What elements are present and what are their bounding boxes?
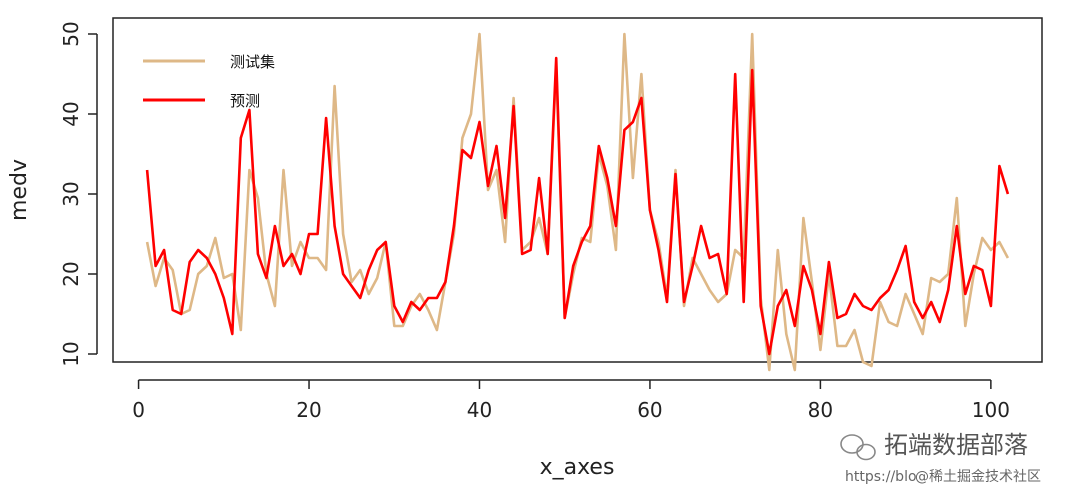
x-tick-label: 20 (296, 398, 321, 422)
legend-label-prediction: 预测 (230, 92, 260, 110)
series-line-prediction (145, 56, 1010, 356)
x-axis-label: x_axes (540, 455, 615, 480)
axes: 0 20 40 60 80 100 10 20 30 40 50 (59, 21, 1010, 422)
y-tick-label: 20 (59, 261, 83, 286)
watermark: 拓端数据部落 https://blo @稀土掘金技术社区 (840, 431, 1041, 485)
wechat-icon (840, 434, 876, 461)
watermark-brand: 拓端数据部落 (884, 431, 1028, 459)
legend-label-test-set: 测试集 (230, 53, 275, 71)
y-tick-label: 50 (59, 21, 83, 46)
series-layer (145, 32, 1010, 372)
watermark-url: https://blo (845, 469, 917, 485)
x-tick-label: 80 (808, 398, 833, 422)
y-axis-label: medv (7, 159, 32, 221)
x-tick-label: 100 (972, 398, 1010, 422)
legend: 测试集 预测 (143, 53, 275, 110)
x-tick-label: 0 (132, 398, 145, 422)
x-tick-label: 40 (467, 398, 492, 422)
watermark-sub: @稀土掘金技术社区 (915, 469, 1041, 485)
x-tick-label: 60 (637, 398, 662, 422)
series-line-test-set (145, 32, 1010, 372)
y-tick-label: 30 (59, 181, 83, 206)
y-tick-label: 40 (59, 101, 83, 126)
plot-frame (112, 17, 1043, 363)
y-tick-label: 10 (59, 341, 83, 366)
